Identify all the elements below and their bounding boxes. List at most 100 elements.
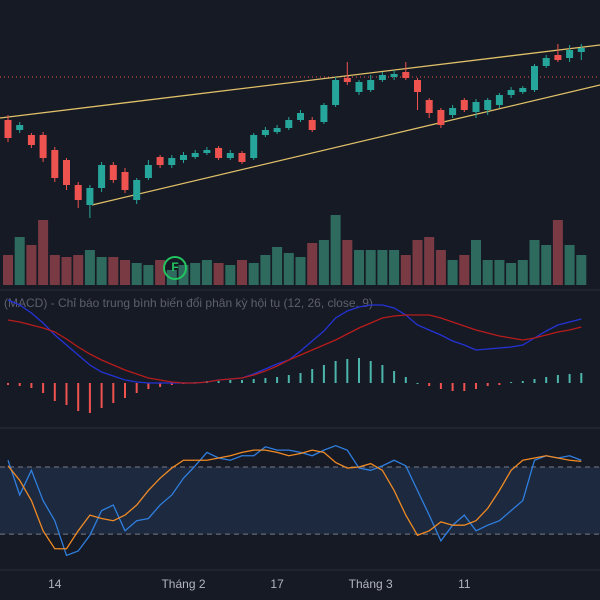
volume-bar bbox=[38, 220, 49, 285]
histogram-bar bbox=[18, 383, 21, 386]
candle-body bbox=[332, 80, 340, 105]
histogram-bar bbox=[404, 377, 407, 383]
histogram-bar bbox=[53, 383, 56, 401]
volume-bar bbox=[131, 263, 142, 285]
volume-bar bbox=[283, 253, 294, 285]
histogram-bar bbox=[65, 383, 68, 405]
volume-bar bbox=[166, 270, 177, 285]
volume-bar bbox=[365, 250, 376, 285]
candle-body bbox=[297, 113, 304, 120]
volume-bar bbox=[541, 245, 552, 285]
candle-body bbox=[367, 80, 375, 90]
volume-bar bbox=[108, 257, 119, 285]
volume-bar bbox=[295, 257, 306, 285]
x-tick-label: 11 bbox=[458, 577, 471, 591]
candle-body bbox=[378, 75, 386, 80]
volume-bar bbox=[424, 237, 435, 285]
candle-body bbox=[203, 150, 211, 153]
candle-body bbox=[156, 157, 164, 165]
candle-body bbox=[4, 120, 12, 138]
candle-body bbox=[238, 153, 246, 162]
histogram-bar bbox=[229, 380, 232, 383]
histogram-bar bbox=[322, 365, 325, 383]
volume-bar bbox=[225, 265, 236, 285]
candle-body bbox=[250, 135, 258, 158]
candle-body bbox=[285, 120, 293, 128]
volume-bar bbox=[307, 243, 318, 285]
histogram-bar bbox=[428, 383, 431, 386]
histogram-bar bbox=[463, 383, 466, 391]
candle-body bbox=[449, 108, 457, 115]
candle-body bbox=[133, 180, 141, 200]
volume-bar bbox=[73, 255, 84, 285]
volume-bar bbox=[377, 250, 388, 285]
trend-line bbox=[91, 84, 600, 206]
volume-bar bbox=[96, 257, 107, 285]
histogram-bar bbox=[510, 382, 513, 383]
volume-bar bbox=[471, 240, 481, 285]
histogram-bar bbox=[580, 373, 583, 383]
volume-bar bbox=[237, 260, 247, 285]
volume-bar bbox=[494, 260, 505, 285]
histogram-bar bbox=[241, 380, 243, 383]
volume-bar bbox=[435, 250, 446, 285]
histogram-bar bbox=[112, 383, 115, 403]
histogram-bar bbox=[545, 377, 548, 383]
candle-body bbox=[437, 110, 445, 125]
volume-bar bbox=[14, 237, 25, 285]
candle-body bbox=[16, 125, 24, 130]
x-tick-label: 14 bbox=[48, 577, 62, 591]
histogram-bar bbox=[498, 383, 501, 385]
histogram-bar bbox=[252, 379, 255, 383]
candle-body bbox=[86, 188, 94, 205]
volume-bar bbox=[260, 255, 271, 285]
candle-body bbox=[261, 130, 269, 135]
candle-body bbox=[308, 120, 316, 130]
histogram-bar bbox=[77, 383, 80, 411]
histogram-bar bbox=[568, 374, 571, 383]
candle-body bbox=[495, 95, 503, 105]
histogram-bar bbox=[147, 383, 150, 389]
histogram-bar bbox=[556, 375, 559, 383]
histogram-bar bbox=[369, 361, 372, 383]
volume-bar bbox=[389, 250, 400, 285]
volume-bar bbox=[552, 220, 563, 285]
candle-body bbox=[402, 72, 410, 78]
candle-body bbox=[63, 160, 70, 185]
histogram-bar bbox=[88, 383, 91, 413]
volume-bar bbox=[84, 250, 95, 285]
histogram-bar bbox=[217, 381, 220, 383]
candle-body bbox=[180, 155, 187, 160]
volume-bar bbox=[564, 245, 575, 285]
candle-body bbox=[507, 90, 515, 95]
candle-body bbox=[74, 185, 82, 200]
volume-bar bbox=[447, 260, 458, 285]
candle-body bbox=[273, 128, 281, 132]
volume-bar bbox=[354, 250, 364, 285]
volume-bar bbox=[529, 240, 540, 285]
volume-bar bbox=[26, 245, 37, 285]
stoch-line bbox=[7, 449, 582, 550]
histogram-bar bbox=[346, 359, 349, 383]
volume-bar bbox=[342, 240, 353, 285]
histogram-bar bbox=[264, 378, 267, 383]
histogram-bar bbox=[7, 383, 9, 385]
candle-body bbox=[566, 50, 574, 58]
candle-body bbox=[472, 102, 480, 112]
histogram-bar bbox=[475, 383, 477, 389]
candle-body bbox=[27, 135, 35, 145]
volume-bar bbox=[190, 263, 201, 285]
volume-bar bbox=[272, 247, 283, 285]
macd-line bbox=[7, 314, 582, 384]
x-tick-label: Tháng 3 bbox=[349, 577, 393, 591]
x-tick-label: Tháng 2 bbox=[161, 577, 205, 591]
histogram-bar bbox=[311, 369, 314, 383]
histogram-bar bbox=[439, 383, 442, 389]
histogram-bar bbox=[135, 383, 138, 393]
histogram-bar bbox=[124, 383, 126, 398]
candle-body bbox=[484, 100, 492, 110]
histogram-bar bbox=[100, 383, 103, 408]
histogram-bar bbox=[521, 381, 524, 383]
histogram-bar bbox=[287, 375, 290, 383]
